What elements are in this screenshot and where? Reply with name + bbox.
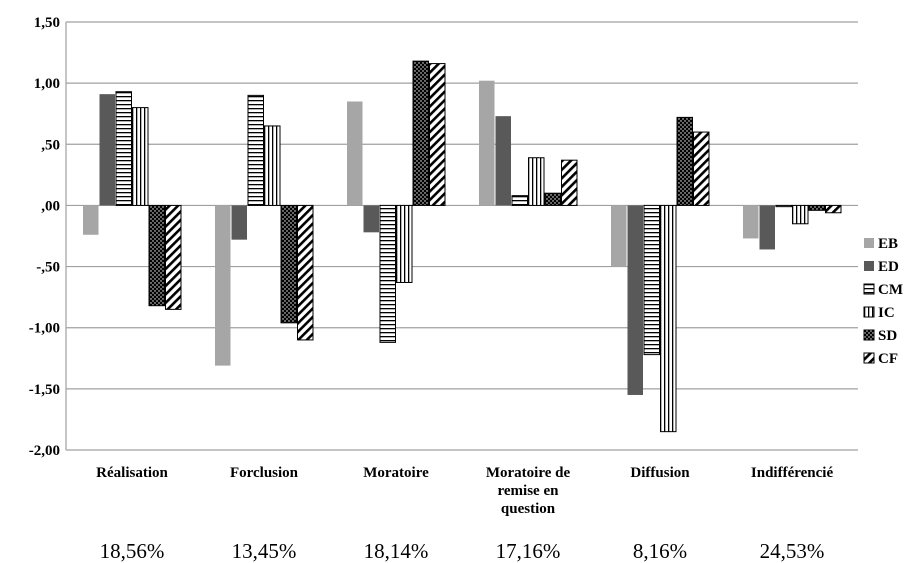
bar-cm <box>511 195 528 206</box>
category-percentage: 13,45% <box>232 539 297 563</box>
bar-cm <box>247 94 264 206</box>
bar-eb <box>83 205 99 235</box>
legend-label-ic: IC <box>878 305 895 321</box>
bar-eb <box>611 205 627 267</box>
y-tick-label: 1,00 <box>34 76 60 92</box>
bar-ed <box>231 205 247 240</box>
bars <box>83 60 842 433</box>
y-tick-label: 1,50 <box>34 15 60 31</box>
legend-label-ed: ED <box>878 259 899 275</box>
bar-cf <box>429 63 446 206</box>
y-tick-label: -1,50 <box>29 382 60 398</box>
bar-ic <box>660 204 677 433</box>
category-percentage: 24,53% <box>760 539 825 563</box>
bar-ic <box>132 107 149 206</box>
bar-ed <box>627 205 643 395</box>
bar-cf <box>693 131 710 206</box>
bar-ic <box>528 157 545 206</box>
legend-swatch-sd <box>863 329 875 341</box>
bar-eb <box>215 205 231 366</box>
y-tick-label: -1,00 <box>29 321 60 337</box>
bar-sd <box>280 204 297 324</box>
bar-cf <box>825 204 842 214</box>
legend-swatch-cm <box>863 283 875 295</box>
bar-sd <box>808 204 825 211</box>
bar-ed <box>99 94 115 206</box>
bar-cm <box>115 91 132 206</box>
legend-label-sd: SD <box>878 328 897 344</box>
legend: EB ED CM IC SD CF <box>863 236 903 367</box>
bar-cm <box>643 204 660 356</box>
bar-cm <box>379 204 396 343</box>
y-tick-label: ,50 <box>41 137 60 153</box>
bar-sd <box>676 116 693 206</box>
category-label: Réalisation <box>96 465 168 481</box>
y-tick-label: -2,00 <box>29 443 60 459</box>
category-label: Moratoire de <box>486 465 571 481</box>
bar-cf <box>561 159 578 206</box>
category-label: question <box>501 501 556 517</box>
category-label: Diffusion <box>630 465 690 481</box>
bar-ic <box>264 125 281 206</box>
legend-swatch-cf <box>863 352 875 364</box>
bar-eb <box>743 205 759 239</box>
bar-cf <box>297 204 314 341</box>
bar-cm <box>775 204 792 208</box>
bar-ic <box>792 204 809 225</box>
bar-cf <box>165 204 182 310</box>
category-percentage: 8,16% <box>633 539 687 563</box>
labels: 1,50 1,00 ,50 ,00 -,50 -1,00 -1,50 -2,00 Réalisa… <box>29 15 834 563</box>
category-percentage: 18,14% <box>364 539 429 563</box>
category-label: Indifférencié <box>751 465 834 481</box>
bar-eb <box>347 101 363 206</box>
gridlines <box>66 21 858 451</box>
legend-swatch-eb <box>864 238 874 248</box>
legend-swatch-ic <box>863 306 875 318</box>
category-percentage: 18,56% <box>100 539 165 563</box>
bar-sd <box>148 204 165 307</box>
bar-ed <box>495 116 511 206</box>
legend-label-cf: CF <box>878 351 898 367</box>
category-percentage: 17,16% <box>496 539 561 563</box>
bar-ed <box>759 205 775 250</box>
category-label: Moratoire <box>363 465 429 481</box>
bar-eb <box>479 80 495 206</box>
category-label: remise en <box>498 483 560 499</box>
legend-label-cm: CM <box>878 282 903 298</box>
y-tick-label: -,50 <box>36 260 60 276</box>
y-tick-label: ,00 <box>41 198 60 214</box>
bar-sd <box>544 192 561 206</box>
category-label: Forclusion <box>230 465 299 481</box>
bar-sd <box>412 60 429 206</box>
legend-swatch-ed <box>864 261 874 271</box>
bar-ic <box>396 204 413 283</box>
bar-ed <box>363 205 379 233</box>
legend-label-eb: EB <box>878 236 898 252</box>
